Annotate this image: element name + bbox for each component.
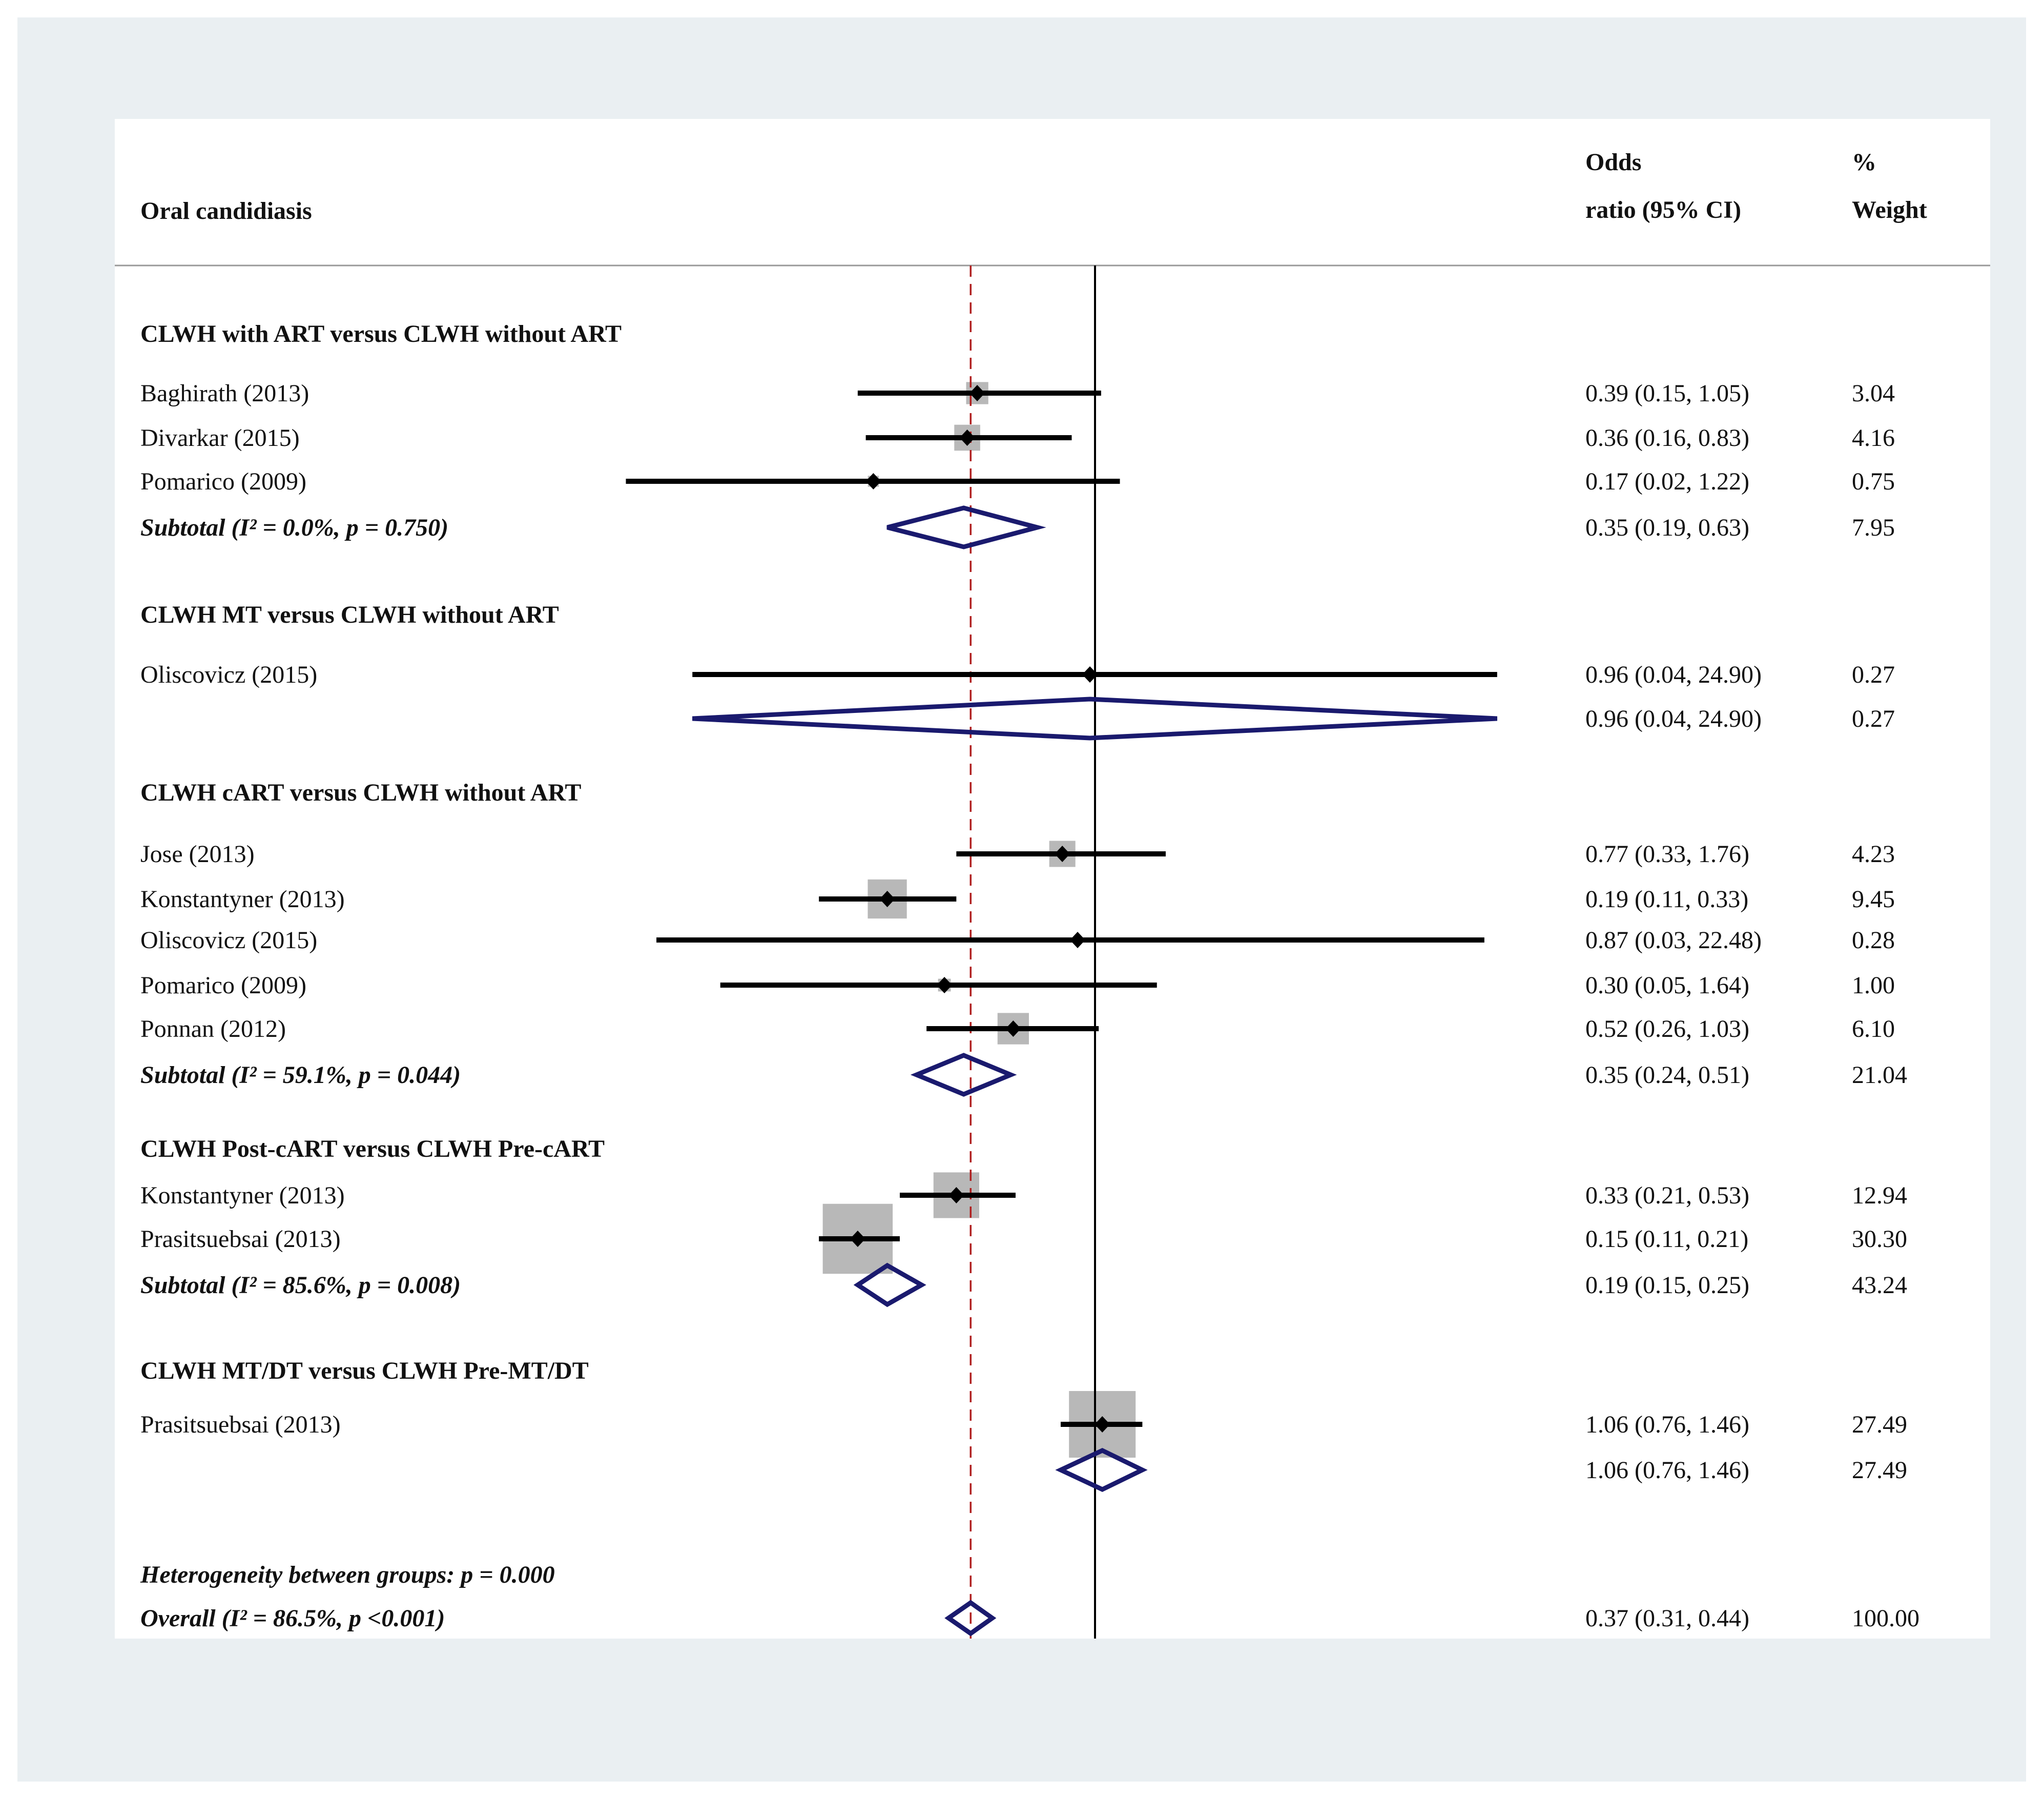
study-label: Baghirath (2013) [140,380,309,407]
study-weight: 0.75 [1852,468,1895,495]
effect-estimate: 0.39 (0.15, 1.05) [1585,380,1749,407]
subtotal-diamond [692,697,1498,741]
study-weight: 0.28 [1852,927,1895,954]
overall-diamond [944,1600,997,1637]
study-weight: 0.27 [1852,661,1895,688]
subtotal-label: Subtotal (I² = 59.1%, p = 0.044) [140,1061,461,1089]
subtotal-diamond [910,1053,1017,1097]
point-estimate [879,891,895,907]
group-heading: CLWH MT/DT versus CLWH Pre-MT/DT [140,1357,589,1384]
point-estimate [865,473,881,489]
point-estimate [1082,666,1098,683]
subtotal-estimate: 0.96 (0.04, 24.90) [1585,705,1762,732]
group-heading: CLWH with ART versus CLWH without ART [140,320,622,347]
study-label: Pomarico (2009) [140,972,306,999]
study-label: Konstantyner (2013) [140,886,345,913]
study-weight: 4.23 [1852,841,1895,868]
study-weight: 6.10 [1852,1015,1895,1042]
point-estimate [1095,1416,1110,1433]
effect-estimate: 0.17 (0.02, 1.22) [1585,468,1749,495]
study-label: Divarkar (2015) [140,424,300,452]
group-heading: CLWH MT versus CLWH without ART [140,601,559,628]
plot-header: Oral candidiasis Odds ratio (95% CI) % W… [115,149,1990,267]
effect-estimate: 0.19 (0.11, 0.33) [1585,886,1748,913]
figure-background: Oral candidiasis Odds ratio (95% CI) % W… [17,17,2026,1782]
study-label: Ponnan (2012) [140,1015,286,1042]
subtotal-weight: 43.24 [1852,1272,1907,1299]
subtotal-diamond [1055,1448,1148,1492]
subtotal-estimate: 1.06 (0.76, 1.46) [1585,1457,1749,1484]
subtotal-weight: 27.49 [1852,1457,1907,1484]
subtotal-estimate: 0.19 (0.15, 0.25) [1585,1272,1749,1299]
plot-title: Oral candidiasis [140,197,312,224]
effect-estimate: 0.52 (0.26, 1.03) [1585,1015,1749,1042]
effect-estimate: 0.15 (0.11, 0.21) [1585,1225,1748,1253]
subtotal-estimate: 0.35 (0.24, 0.51) [1585,1061,1749,1089]
study-weight: 3.04 [1852,380,1895,407]
effect-estimate: 0.77 (0.33, 1.76) [1585,841,1749,868]
point-estimate [948,1187,964,1203]
effect-estimate: 0.33 (0.21, 0.53) [1585,1182,1749,1209]
study-label: Jose (2013) [140,841,255,868]
point-estimate [1070,932,1086,948]
study-label: Prasitsuebsai (2013) [140,1411,341,1438]
row-labels: CLWH with ART versus CLWH without ART Bag… [140,320,1919,1632]
study-label: Oliscovicz (2015) [140,661,317,688]
effect-estimate: 0.30 (0.05, 1.64) [1585,972,1749,999]
point-estimate [850,1231,865,1247]
overall-weight: 100.00 [1852,1605,1919,1632]
subtotal-estimate: 0.35 (0.19, 0.63) [1585,514,1749,541]
point-estimate [959,430,975,446]
point-estimate [1005,1020,1021,1037]
group-heading: CLWH Post-cART versus CLWH Pre-cART [140,1135,605,1162]
subtotal-diamond [853,1262,926,1307]
study-label: Oliscovicz (2015) [140,927,317,954]
subtotal-weight: 21.04 [1852,1061,1907,1089]
effect-estimate: 0.36 (0.16, 0.83) [1585,424,1749,452]
study-label: Konstantyner (2013) [140,1182,345,1209]
effect-estimate: 1.06 (0.76, 1.46) [1585,1411,1749,1438]
study-weight: 27.49 [1852,1411,1907,1438]
weight-header-line2: Weight [1852,196,1927,223]
effect-header-line1: Odds [1585,149,1641,176]
effect-header-line2: ratio (95% CI) [1585,196,1741,223]
heterogeneity-label: Heterogeneity between groups: p = 0.000 [140,1561,555,1588]
subtotal-weight: 7.95 [1852,514,1895,541]
overall-estimate: 0.37 (0.31, 0.44) [1585,1605,1749,1632]
subtotal-label: Subtotal (I² = 85.6%, p = 0.008) [140,1272,461,1299]
study-label: Pomarico (2009) [140,468,306,495]
weight-header-line1: % [1852,149,1876,176]
point-estimate [937,977,953,993]
study-weight: 1.00 [1852,972,1895,999]
subtotal-label: Subtotal (I² = 0.0%, p = 0.750) [140,514,448,541]
effect-estimate: 0.96 (0.04, 24.90) [1585,661,1762,688]
overall-label: Overall (I² = 86.5%, p <0.001) [140,1605,445,1632]
study-weight: 9.45 [1852,886,1895,913]
study-marks [626,385,1498,1637]
study-weight: 30.30 [1852,1225,1907,1253]
group-heading: CLWH cART versus CLWH without ART [140,779,581,806]
subtotal-diamond [886,505,1046,549]
subtotal-weight: 0.27 [1852,705,1895,732]
study-label: Prasitsuebsai (2013) [140,1225,341,1253]
study-weight: 12.94 [1852,1182,1907,1209]
effect-estimate: 0.87 (0.03, 22.48) [1585,927,1762,954]
forest-plot-panel: Oral candidiasis Odds ratio (95% CI) % W… [115,119,1990,1639]
point-estimate [1055,846,1070,862]
point-estimate [969,385,985,401]
forest-plot: Oral candidiasis Odds ratio (95% CI) % W… [115,149,1990,1639]
study-weight: 4.16 [1852,424,1895,452]
